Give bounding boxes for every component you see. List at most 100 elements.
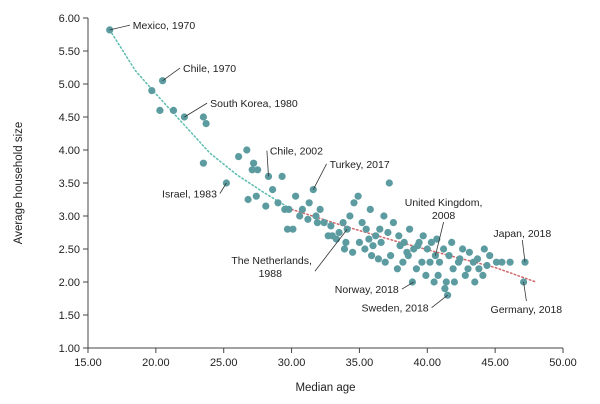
data-point bbox=[327, 222, 335, 230]
data-point bbox=[269, 186, 277, 194]
data-point bbox=[202, 120, 210, 128]
data-point bbox=[435, 258, 444, 266]
data-point bbox=[342, 238, 350, 246]
annotation-leader bbox=[401, 281, 414, 290]
data-point bbox=[369, 242, 377, 250]
data-point bbox=[403, 248, 411, 256]
data-point bbox=[349, 248, 357, 256]
data-point bbox=[366, 205, 374, 213]
data-point bbox=[389, 219, 397, 227]
y-tick-label: 2.50 bbox=[59, 244, 80, 256]
trendline bbox=[108, 29, 293, 211]
data-point bbox=[244, 195, 252, 204]
data-point bbox=[343, 225, 351, 233]
data-point bbox=[473, 255, 482, 263]
annotations: Mexico, 1970 Chile, 1970 South Korea, 1980… bbox=[109, 20, 562, 316]
data-point bbox=[448, 238, 456, 246]
y-tick-label: 3.00 bbox=[59, 211, 80, 223]
data-point bbox=[250, 159, 258, 167]
data-point bbox=[169, 106, 178, 114]
data-point bbox=[414, 242, 422, 250]
data-point bbox=[406, 225, 414, 233]
data-point bbox=[393, 265, 401, 273]
y-tick-label: 5.00 bbox=[59, 79, 80, 91]
data-point bbox=[384, 228, 392, 237]
data-point bbox=[252, 192, 260, 200]
data-point bbox=[350, 199, 358, 207]
annotation-label: Sweden, 2018 bbox=[362, 303, 429, 315]
data-point bbox=[422, 271, 430, 279]
data-point bbox=[254, 166, 262, 174]
x-ticks: 15.00 20.00 25.00 30.00 35.00 40.00 45.00 50.00 bbox=[74, 348, 577, 369]
data-point bbox=[441, 285, 449, 293]
data-points bbox=[106, 26, 529, 299]
annotation-leader bbox=[184, 102, 208, 118]
y-tick-label: 2.00 bbox=[59, 277, 80, 289]
data-point bbox=[459, 245, 467, 253]
data-point bbox=[506, 258, 514, 266]
annotation-leader bbox=[266, 150, 269, 177]
x-axis-label: Median age bbox=[295, 382, 355, 394]
annotation-leader bbox=[162, 67, 181, 82]
annotation-label: Mexico, 1970 bbox=[133, 20, 196, 32]
data-point bbox=[365, 235, 373, 243]
data-point bbox=[440, 245, 448, 253]
data-point bbox=[426, 258, 434, 266]
data-point bbox=[479, 271, 487, 279]
data-point bbox=[354, 192, 362, 200]
annotation-label-line2: 1988 bbox=[259, 268, 283, 280]
annotation-label-line2: 2008 bbox=[432, 210, 456, 222]
data-point bbox=[377, 238, 385, 246]
data-point bbox=[262, 202, 270, 210]
data-point bbox=[332, 235, 340, 243]
data-point bbox=[199, 113, 207, 121]
data-point bbox=[289, 225, 297, 233]
data-point bbox=[445, 252, 453, 260]
data-point bbox=[374, 255, 382, 263]
data-point bbox=[430, 278, 438, 286]
x-tick-label: 50.00 bbox=[549, 357, 577, 369]
data-point bbox=[395, 232, 403, 240]
data-point bbox=[304, 215, 312, 223]
data-point bbox=[296, 212, 304, 220]
data-point bbox=[312, 212, 320, 220]
data-point bbox=[434, 271, 442, 279]
y-tick-label: 4.00 bbox=[59, 145, 80, 157]
data-point bbox=[372, 232, 380, 240]
data-point bbox=[483, 261, 491, 270]
data-point bbox=[464, 265, 472, 273]
data-point bbox=[235, 153, 243, 161]
annotation-leader bbox=[435, 222, 444, 256]
data-point bbox=[355, 238, 363, 246]
data-point bbox=[346, 212, 354, 220]
data-point bbox=[449, 265, 457, 273]
data-point bbox=[156, 106, 164, 114]
data-point bbox=[450, 278, 458, 286]
data-point bbox=[339, 219, 347, 227]
annotation-leader bbox=[109, 24, 130, 31]
data-point bbox=[423, 245, 431, 253]
x-tick-label: 20.00 bbox=[142, 357, 170, 369]
data-point bbox=[148, 87, 156, 95]
annotation-label: The Netherlands, bbox=[231, 255, 312, 267]
data-point bbox=[380, 212, 388, 220]
data-point bbox=[285, 205, 293, 213]
data-point bbox=[399, 258, 407, 266]
data-point bbox=[320, 219, 328, 227]
annotation-label: Israel, 1983 bbox=[162, 189, 217, 201]
data-point bbox=[292, 192, 300, 200]
y-tick-label: 1.00 bbox=[59, 343, 80, 355]
data-point bbox=[243, 146, 251, 154]
data-point bbox=[498, 258, 506, 266]
data-point bbox=[442, 278, 450, 286]
data-point bbox=[248, 166, 256, 174]
annotation-label: United Kingdom, bbox=[405, 197, 483, 209]
data-point bbox=[335, 228, 343, 237]
data-point bbox=[480, 245, 488, 253]
data-point bbox=[419, 232, 427, 240]
data-point bbox=[381, 258, 389, 266]
data-point bbox=[368, 252, 376, 260]
annotation-leader bbox=[431, 294, 448, 309]
data-point bbox=[274, 199, 282, 207]
annotation-leader bbox=[314, 228, 348, 272]
